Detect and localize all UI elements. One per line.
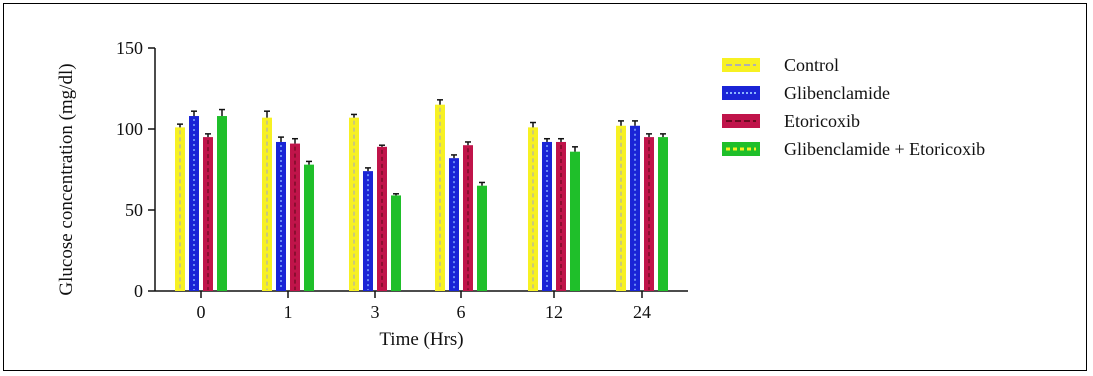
bar [477, 185, 487, 291]
y-axis-title: Glucose concentration (mg/dl) [56, 63, 77, 295]
bar [217, 116, 227, 291]
bar [391, 195, 401, 291]
x-tick-label: 1 [284, 302, 293, 322]
bar [658, 137, 668, 291]
legend-label: Etoricoxib [784, 111, 860, 131]
legend-label: Glibenclamide [784, 83, 890, 103]
bar [435, 104, 445, 291]
axes [154, 48, 688, 292]
y-tick-label: 50 [125, 200, 143, 220]
y-ticks: 0 50 100 150 [116, 38, 155, 301]
legend: Control Glibenclamide Etoricoxib Glibenclam… [722, 55, 985, 159]
legend-label: Control [784, 55, 839, 75]
x-tick-label: 24 [633, 302, 651, 322]
bar [304, 164, 314, 291]
x-tick-label: 12 [545, 302, 563, 322]
x-tick-label: 6 [457, 302, 466, 322]
bar [262, 117, 272, 291]
bar [349, 117, 359, 291]
legend-label: Glibenclamide + Etoricoxib [784, 139, 985, 159]
bar [377, 146, 387, 291]
bars [175, 99, 668, 291]
x-ticks: 0 1 3 6 12 24 [197, 291, 651, 322]
bar [189, 116, 199, 291]
y-tick-label: 150 [116, 38, 143, 58]
bar [463, 145, 473, 291]
legend-swatch [722, 86, 760, 100]
x-axis-title: Time (Hrs) [379, 329, 463, 350]
y-tick-label: 0 [134, 281, 143, 301]
y-tick-label: 100 [116, 119, 143, 139]
x-tick-label: 3 [371, 302, 380, 322]
bar [449, 158, 459, 291]
x-tick-label: 0 [197, 302, 206, 322]
bar [630, 125, 640, 291]
bar [570, 151, 580, 291]
